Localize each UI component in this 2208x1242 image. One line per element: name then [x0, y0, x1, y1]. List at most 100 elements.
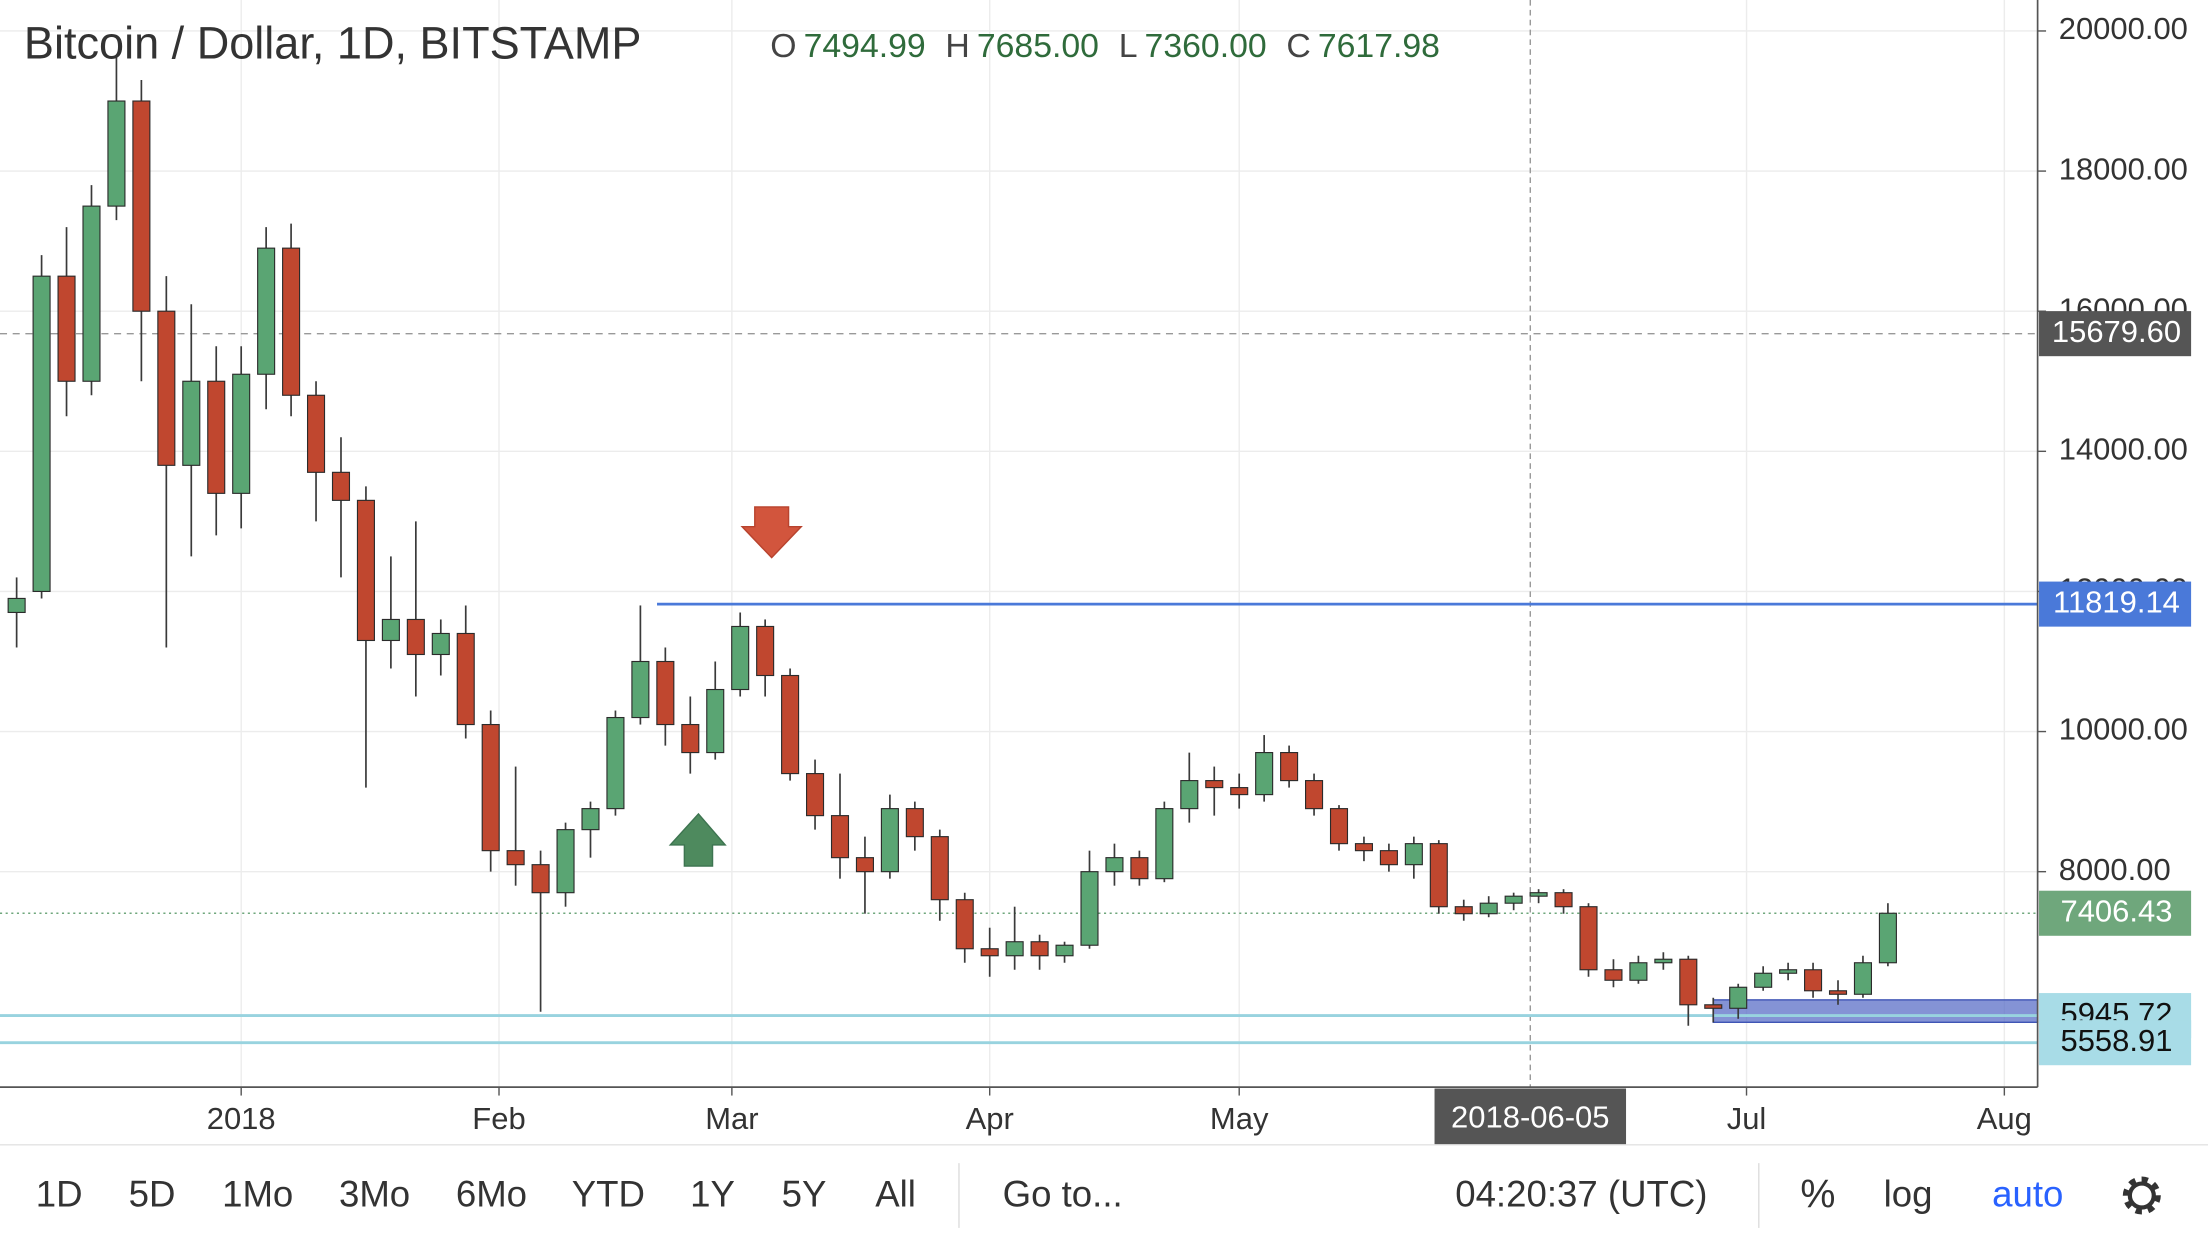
candle-body — [731, 625, 750, 691]
candle-body — [1354, 843, 1373, 852]
candle-body — [980, 948, 999, 957]
candle-body — [1155, 808, 1174, 880]
auto-toggle[interactable]: auto — [1992, 1174, 2063, 1215]
y-tick-label: 10000.00 — [2059, 712, 2188, 747]
candle-body — [381, 618, 400, 642]
candle-body — [57, 275, 76, 382]
ohlc-legend: O 7494.99 H 7685.00 L 7360.00 C 7617.98 — [770, 27, 1440, 65]
candle-body — [756, 625, 775, 677]
candle-body — [157, 310, 176, 466]
candle-body — [132, 100, 151, 312]
range-button[interactable]: 1D — [36, 1174, 83, 1215]
candle-body — [1329, 808, 1349, 845]
range-button[interactable]: 3Mo — [339, 1174, 410, 1215]
x-tick-label: Jul — [1727, 1101, 1767, 1136]
candle-body — [1205, 780, 1224, 789]
candle-body — [1005, 941, 1024, 957]
candle-body — [805, 773, 825, 817]
candle-body — [855, 857, 874, 873]
x-tick-label: Apr — [966, 1101, 1014, 1136]
candle-body — [506, 850, 525, 866]
candle-body — [1654, 958, 1673, 964]
clock[interactable]: 04:20:37 (UTC) — [1455, 1174, 1707, 1215]
price-level-box — [2039, 581, 2192, 627]
candle-body — [257, 247, 276, 375]
candle-body — [1030, 941, 1049, 957]
y-tick-label: 20000.00 — [2059, 11, 2188, 46]
range-button[interactable]: YTD — [572, 1174, 645, 1215]
candle-body — [631, 660, 650, 719]
candle-body — [1629, 962, 1648, 981]
candle-body — [706, 688, 725, 754]
candle-body — [1504, 895, 1523, 904]
range-button[interactable]: All — [875, 1174, 916, 1215]
candle-body — [1554, 892, 1573, 908]
x-tick-label: Aug — [1977, 1101, 2032, 1136]
candle-body — [1180, 780, 1199, 810]
axes — [0, 0, 2039, 1088]
candle-body — [656, 660, 675, 726]
candle-body — [1754, 972, 1773, 988]
candle-body — [681, 723, 700, 754]
percent-toggle[interactable]: % — [1800, 1172, 1835, 1216]
axis-labels: 8000.0010000.0012000.0014000.0016000.001… — [207, 11, 2192, 1145]
candle-body — [1704, 1004, 1723, 1009]
price-level-label: 15679.60 — [2052, 314, 2181, 349]
range-button[interactable]: 5Y — [782, 1174, 827, 1215]
candle-body — [531, 864, 550, 894]
range-button[interactable]: 5D — [129, 1174, 176, 1215]
candle-body — [781, 674, 800, 775]
goto-button[interactable]: Go to... — [1003, 1174, 1123, 1215]
x-tick-label: Mar — [705, 1101, 758, 1136]
ohlc-key: L — [1119, 27, 1138, 65]
x-tick-label: 2018 — [207, 1101, 276, 1136]
crosshair-label-box — [1434, 1088, 1627, 1145]
range-button[interactable]: 1Y — [690, 1174, 735, 1215]
candle-body — [306, 394, 326, 473]
candle-body — [606, 716, 625, 810]
candle-body — [1280, 752, 1299, 782]
toolbar: 1D 5D 1Mo 3Mo 6Mo YTD 1Y 5Y All Go to... 04:20:37 … — [0, 1144, 2208, 1228]
range-button[interactable]: 6Mo — [456, 1174, 527, 1215]
candle-body — [7, 597, 26, 614]
candle-body — [1230, 787, 1249, 796]
candle-body — [1729, 986, 1748, 1009]
candle-body — [1779, 969, 1798, 974]
candle-body — [1130, 857, 1149, 880]
candle-body — [282, 247, 301, 396]
x-tick-label: May — [1210, 1101, 1269, 1136]
ohlc-value: 7617.98 — [1318, 27, 1440, 65]
candle-body — [1853, 962, 1873, 995]
candle-body — [1429, 843, 1448, 908]
candle-body — [431, 632, 450, 656]
price-level-box — [2039, 890, 2192, 936]
log-toggle[interactable]: log — [1884, 1174, 1933, 1215]
ohlc-value: 7685.00 — [977, 27, 1099, 65]
ohlc-key: H — [945, 27, 969, 65]
gear-teeth — [2122, 1176, 2161, 1215]
range-button[interactable]: 1Mo — [222, 1174, 293, 1215]
candle-body — [356, 499, 375, 642]
candle-body — [481, 723, 500, 852]
candle-body — [955, 899, 974, 950]
price-level-label: 5558.91 — [2060, 1023, 2172, 1058]
price-level-box — [2039, 1020, 2192, 1066]
y-tick-label: 8000.00 — [2059, 852, 2171, 887]
candle-body — [232, 373, 251, 494]
up-arrow — [668, 812, 727, 867]
candle-body — [406, 618, 425, 656]
y-tick-label: 18000.00 — [2059, 151, 2188, 186]
candle-body — [1454, 906, 1473, 915]
candle-body — [1479, 902, 1498, 915]
candle-body — [1055, 944, 1074, 957]
settings-gear[interactable] — [2122, 1176, 2161, 1215]
ohlc-key: O — [770, 27, 796, 65]
candle-body — [1255, 752, 1274, 796]
candle-body — [1404, 843, 1423, 866]
zone — [1712, 999, 2039, 1024]
candle-body — [32, 275, 51, 592]
candle-body — [581, 808, 600, 831]
candle-body — [1804, 969, 1823, 992]
